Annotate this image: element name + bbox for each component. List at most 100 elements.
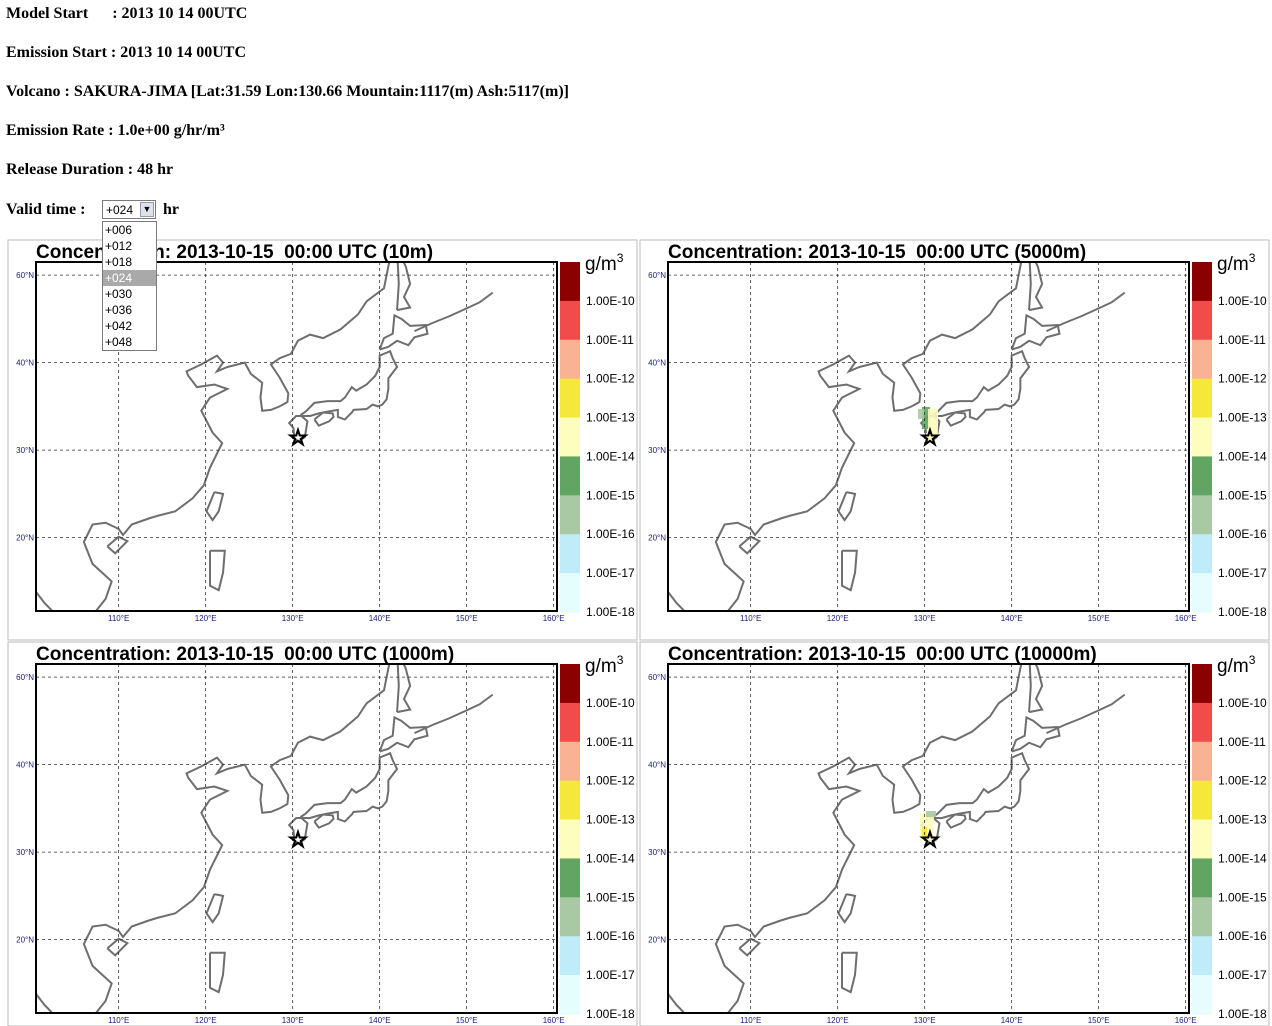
lat-label: 60°N <box>16 673 34 682</box>
ash-plume <box>918 409 924 419</box>
option[interactable]: +036 <box>105 303 133 317</box>
colorbar-band <box>1192 664 1212 704</box>
coastline <box>36 993 54 1013</box>
coastline <box>714 262 1023 611</box>
colorbar-label: 1.00E-18 <box>1218 1007 1267 1021</box>
option[interactable]: +006 <box>105 223 133 237</box>
lat-label: 20°N <box>16 936 34 945</box>
colorbar-unit: g/m3 <box>585 653 624 677</box>
panel-border <box>639 239 1270 641</box>
lat-label: 30°N <box>16 848 34 857</box>
colorbar-band <box>1192 534 1212 574</box>
lat-label: 40°N <box>648 359 666 368</box>
lat-label: 30°N <box>648 446 666 455</box>
volcano-info: Volcano : SAKURA-JIMA [Lat:31.59 Lon:130… <box>6 83 569 100</box>
map-content <box>36 664 557 1013</box>
colorbar-label: 1.00E-10 <box>1218 294 1267 308</box>
option[interactable]: +048 <box>105 335 133 349</box>
map-frame <box>35 663 558 1014</box>
dropdown-arrow[interactable]: ▼ <box>140 202 154 217</box>
colorbar-band <box>1192 702 1212 743</box>
lon-label: 120°E <box>827 1016 849 1025</box>
colorbar-band <box>1192 819 1212 859</box>
lat-label: 40°N <box>648 761 666 770</box>
lon-label: 140°E <box>369 1016 391 1025</box>
coastline <box>396 664 412 714</box>
coastline <box>313 411 335 427</box>
colorbar-band <box>1192 741 1212 782</box>
colorbar-label: 1.00E-11 <box>1218 735 1266 749</box>
colorbar-label: 1.00E-11 <box>586 333 634 347</box>
colorbar-label: 1.00E-15 <box>586 488 635 502</box>
coastline <box>313 813 335 829</box>
colorbar-band <box>560 897 580 937</box>
colorbar-band <box>560 534 580 574</box>
colorbar-label: 1.00E-14 <box>1218 851 1267 865</box>
panel-title: Concentration: 2013-10-15 00:00 UTC (10m… <box>36 242 433 263</box>
option[interactable]: +042 <box>105 319 133 333</box>
coastline <box>414 291 494 333</box>
ash-plume <box>922 407 930 429</box>
lon-label: 130°E <box>914 1016 936 1025</box>
lon-label: 150°E <box>1088 1016 1110 1025</box>
coastline <box>841 951 858 994</box>
option[interactable]: +030 <box>105 287 133 301</box>
colorbar-label: 1.00E-12 <box>586 774 635 788</box>
coastline <box>1010 313 1061 351</box>
colorbar-label: 1.00E-17 <box>1218 968 1267 982</box>
coastline <box>205 491 225 522</box>
colorbar-label: 1.00E-12 <box>586 372 635 386</box>
coastline <box>668 993 686 1013</box>
lon-label: 130°E <box>282 614 304 623</box>
coastline <box>1028 664 1044 714</box>
option[interactable]: +018 <box>105 255 133 269</box>
lon-label: 140°E <box>1001 1016 1023 1025</box>
map-panel: 60°N 40°N 30°N 20°N 110°E 120°E 130°E 140°E 150°… <box>639 239 1270 641</box>
coastline <box>287 817 309 845</box>
coastline <box>209 951 226 994</box>
lon-label: 160°E <box>543 614 565 623</box>
unit-exponent: 3 <box>617 251 624 265</box>
panel-border <box>639 641 1270 1026</box>
coastline <box>106 937 130 957</box>
colorbar-band <box>1192 300 1212 341</box>
lat-label: 60°N <box>16 271 34 280</box>
colorbar-band <box>1192 417 1212 457</box>
model-start: Model Start : 2013 10 14 00UTC <box>6 5 248 22</box>
map-frame <box>667 261 1190 612</box>
colorbar-label: 1.00E-18 <box>586 1007 635 1021</box>
unit-text: g/m <box>1217 656 1249 677</box>
colorbar-label: 1.00E-15 <box>1218 488 1267 502</box>
unit-text: g/m <box>1217 254 1249 275</box>
colorbar-label: 1.00E-13 <box>1218 411 1267 425</box>
lat-label: 30°N <box>648 848 666 857</box>
lat-label: 20°N <box>16 534 34 543</box>
colorbar-band <box>560 378 580 419</box>
lat-label: 40°N <box>16 761 34 770</box>
volcano-star: ☆ <box>288 425 308 450</box>
coastline <box>1046 291 1126 333</box>
colorbar-band <box>560 702 580 743</box>
valid-time-select[interactable]: +024 ▼ <box>102 200 156 219</box>
colorbar-label: 1.00E-17 <box>586 968 635 982</box>
colorbar-band <box>560 936 580 976</box>
coastline <box>668 591 686 611</box>
colorbar-band <box>560 417 580 457</box>
map-panel: 60°N 40°N 30°N 20°N 110°E 120°E 130°E 140°E 150°… <box>639 641 1270 1026</box>
colorbar-band <box>560 780 580 821</box>
colorbar-band <box>1192 573 1212 613</box>
colorbar-band <box>1192 378 1212 419</box>
colorbar-label: 1.00E-11 <box>586 735 634 749</box>
lon-label: 140°E <box>1001 614 1023 623</box>
lon-label: 150°E <box>456 614 478 623</box>
valid-time-label: Valid time : <box>6 201 86 218</box>
coastline <box>837 491 857 522</box>
option[interactable]: +012 <box>105 239 133 253</box>
colorbar-band <box>560 819 580 859</box>
unit-exponent: 3 <box>1249 653 1256 667</box>
coastline <box>378 715 429 753</box>
option[interactable]: +024 <box>103 270 156 286</box>
lon-label: 160°E <box>1175 614 1197 623</box>
colorbar-label: 1.00E-10 <box>1218 696 1267 710</box>
colorbar-band <box>560 573 580 613</box>
